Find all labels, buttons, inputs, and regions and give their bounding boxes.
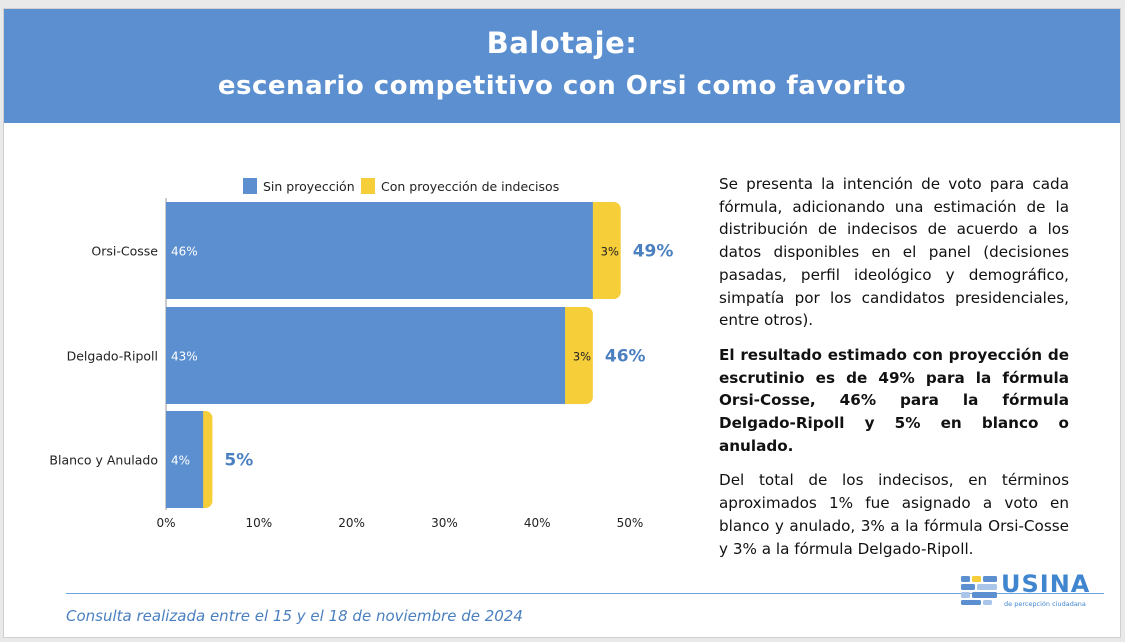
- usina-logo: USINA de percepción ciudadana: [961, 570, 1101, 612]
- x-tick-label: 0%: [156, 516, 175, 530]
- legend-label-con-proyeccion: Con proyección de indecisos: [381, 179, 559, 194]
- slide: Balotaje: escenario competitivo con Orsi…: [3, 8, 1121, 638]
- bar-con-proyeccion: [557, 307, 593, 404]
- bar-sin-proyeccion: [166, 307, 566, 404]
- total-label: 49%: [633, 242, 674, 262]
- x-tick-label: 20%: [338, 516, 365, 530]
- footer-note: Consulta realizada entre el 15 y el 18 d…: [66, 607, 523, 625]
- footer-divider: [66, 593, 1104, 594]
- description-paragraph-2: El resultado estimado con proyección de …: [719, 345, 1069, 455]
- category-label: Blanco y Anulado: [49, 453, 158, 468]
- bar-sin-proyeccion: [166, 202, 593, 299]
- title-line-2: escenario competitivo con Orsi como favo…: [217, 71, 907, 101]
- data-label-sin-proyeccion: 43%: [171, 350, 198, 364]
- x-tick-label: 40%: [524, 516, 551, 530]
- data-label-con-proyeccion: 3%: [601, 245, 619, 259]
- data-label-sin-proyeccion: 4%: [171, 454, 190, 468]
- bar-sin-proyeccion: [166, 411, 204, 508]
- category-label: Delgado-Ripoll: [67, 349, 158, 364]
- header-banner: Balotaje: escenario competitivo con Orsi…: [4, 9, 1120, 123]
- title-line-1: Balotaje:: [486, 26, 638, 60]
- description-paragraph-3: Del total de los indecisos, en términos …: [719, 471, 1069, 558]
- x-tick-label: 30%: [431, 516, 458, 530]
- description-paragraph-1: Se presenta la intención de voto para ca…: [719, 175, 1069, 330]
- legend-swatch-sin-proyeccion: [243, 178, 257, 194]
- total-label: 5%: [224, 451, 253, 471]
- category-label: Orsi-Cosse: [91, 244, 158, 259]
- data-label-con-proyeccion: 3%: [573, 350, 591, 364]
- x-tick-label: 50%: [617, 516, 644, 530]
- usina-logo-mark-icon: [961, 576, 997, 605]
- description-column: Se presenta la intención de voto para ca…: [719, 173, 1069, 572]
- logo-wordmark: USINA: [1001, 570, 1091, 598]
- legend-swatch-con-proyeccion: [361, 178, 375, 194]
- total-label: 46%: [605, 347, 646, 367]
- data-label-sin-proyeccion: 46%: [171, 245, 198, 259]
- bar-con-proyeccion: [584, 202, 621, 299]
- legend-label-sin-proyeccion: Sin proyección: [263, 179, 355, 194]
- x-tick-label: 10%: [245, 516, 272, 530]
- logo-tagline: de percepción ciudadana: [1004, 600, 1086, 608]
